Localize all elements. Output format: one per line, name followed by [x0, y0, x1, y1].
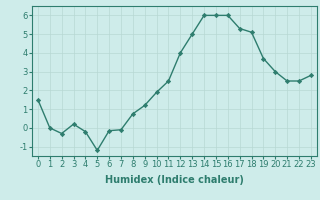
- X-axis label: Humidex (Indice chaleur): Humidex (Indice chaleur): [105, 175, 244, 185]
